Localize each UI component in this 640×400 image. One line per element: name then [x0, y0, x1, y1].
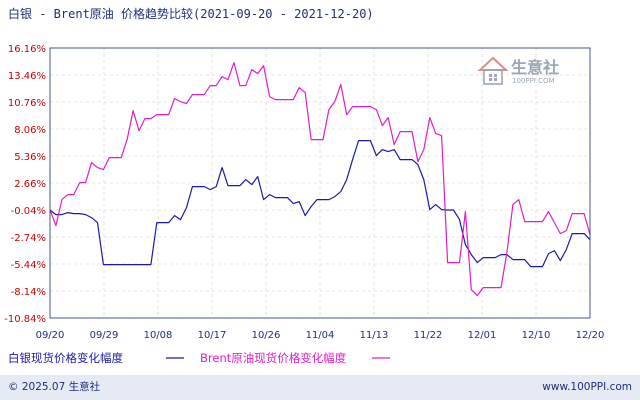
x-tick-label: 11/13 [360, 330, 389, 341]
legend-label-silver: 白银现货价格变化幅度 [8, 351, 123, 365]
y-tick-label: 16.16% [8, 44, 46, 55]
x-tick-label: 10/26 [252, 330, 281, 341]
y-tick-labels: 16.16% 13.46% 10.76% 8.06% 5.36% 2.66% -0.04% -… [4, 44, 46, 325]
x-tick-label: 11/04 [306, 330, 335, 341]
footer-bar [0, 375, 640, 400]
y-tick-label: 13.46% [8, 71, 46, 82]
series-line-silver [49, 140, 591, 268]
legend-label-brent: Brent原油现货价格变化幅度 [200, 351, 347, 365]
chart-title: 白银 - Brent原油 价格趋势比较(2021-09-20 - 2021-12… [8, 6, 374, 21]
y-tick-label: -2.74% [11, 233, 46, 244]
x-tick-label: 12/01 [468, 330, 497, 341]
footer-website: www.100PPI.com [542, 381, 632, 393]
x-tick-label: 10/17 [198, 330, 227, 341]
y-tick-label: -5.44% [11, 260, 46, 271]
y-tick-label: -10.84% [4, 314, 46, 325]
house-icon [477, 56, 509, 85]
gridlines [49, 47, 591, 319]
x-tick-label: 10/08 [144, 330, 173, 341]
y-tick-label: 2.66% [14, 179, 46, 190]
x-tick-label: 12/10 [522, 330, 551, 341]
x-tick-labels: 09/20 09/29 10/08 10/17 10/26 11/04 11/13 11/22… [36, 330, 605, 341]
footer-copyright: © 2025.07 生意社 [8, 380, 101, 393]
x-tick-label: 11/22 [414, 330, 443, 341]
y-tick-label: 5.36% [14, 152, 46, 163]
x-tick-label: 09/20 [36, 330, 65, 341]
watermark-sub: 100PPI.COM [512, 77, 555, 85]
y-tick-label: 8.06% [14, 125, 46, 136]
y-tick-label: -0.04% [11, 206, 46, 217]
series-line-brent [49, 61, 591, 297]
y-tick-label: -8.14% [11, 287, 46, 298]
x-tick-label: 12/20 [576, 330, 605, 341]
watermark-name: 生意社 [511, 58, 559, 77]
x-tick-label: 09/29 [90, 330, 119, 341]
axes [49, 47, 591, 319]
series-lines [49, 61, 591, 297]
watermark-logo: 生意社 100PPI.COM [477, 56, 559, 85]
plot-frame [49, 47, 591, 319]
y-tick-label: 10.76% [8, 98, 46, 109]
legend: 白银现货价格变化幅度 Brent原油现货价格变化幅度 [8, 351, 390, 365]
